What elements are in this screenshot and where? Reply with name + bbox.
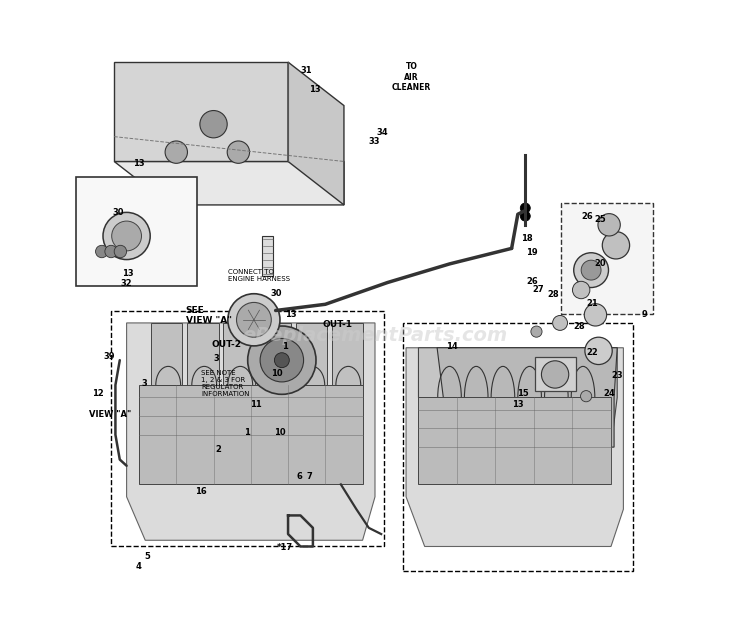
Text: 26: 26 xyxy=(526,277,538,286)
Circle shape xyxy=(112,221,142,251)
Text: 19: 19 xyxy=(526,248,538,256)
Text: 13: 13 xyxy=(122,270,134,278)
Text: 18: 18 xyxy=(521,234,532,243)
Circle shape xyxy=(105,245,117,258)
Bar xyxy=(76,177,196,286)
Text: 9: 9 xyxy=(642,310,648,319)
Text: 22: 22 xyxy=(586,348,598,357)
Circle shape xyxy=(520,211,530,221)
Text: 34: 34 xyxy=(376,129,388,137)
Circle shape xyxy=(584,304,607,326)
Circle shape xyxy=(228,294,280,346)
Polygon shape xyxy=(406,348,623,546)
Text: 4: 4 xyxy=(136,562,142,571)
Text: 28: 28 xyxy=(574,322,585,331)
Text: 16: 16 xyxy=(195,487,207,496)
Text: 10: 10 xyxy=(272,369,283,378)
Circle shape xyxy=(227,141,250,163)
Text: 13: 13 xyxy=(308,85,320,94)
Circle shape xyxy=(165,141,188,163)
Text: 13: 13 xyxy=(285,310,296,319)
Text: SEE
VIEW "A": SEE VIEW "A" xyxy=(185,306,232,325)
Text: 21: 21 xyxy=(586,299,598,308)
Circle shape xyxy=(114,245,127,258)
Text: 3: 3 xyxy=(214,355,219,363)
Polygon shape xyxy=(114,62,288,161)
Bar xyxy=(561,203,653,314)
Text: *17: *17 xyxy=(277,543,293,552)
Circle shape xyxy=(520,203,530,213)
Circle shape xyxy=(553,315,568,330)
Bar xyxy=(262,236,273,276)
Text: 24: 24 xyxy=(604,389,615,398)
Polygon shape xyxy=(188,323,218,385)
Circle shape xyxy=(531,326,542,337)
Polygon shape xyxy=(152,323,182,385)
Text: 15: 15 xyxy=(517,389,528,398)
Circle shape xyxy=(200,111,227,138)
Circle shape xyxy=(585,337,612,365)
Text: VIEW "A": VIEW "A" xyxy=(89,410,131,419)
Circle shape xyxy=(580,391,592,402)
Text: OUT-2: OUT-2 xyxy=(211,340,242,348)
Text: 26: 26 xyxy=(581,212,593,220)
Circle shape xyxy=(103,212,150,260)
Text: 7: 7 xyxy=(307,473,313,481)
Bar xyxy=(536,357,575,391)
Text: 20: 20 xyxy=(595,259,607,268)
Circle shape xyxy=(236,302,272,337)
Polygon shape xyxy=(139,385,362,484)
Text: 2: 2 xyxy=(215,445,221,454)
Polygon shape xyxy=(437,348,617,447)
Text: 13: 13 xyxy=(512,400,523,409)
Text: 27: 27 xyxy=(532,286,544,294)
Text: 33: 33 xyxy=(369,137,380,146)
Text: eReplacementParts.com: eReplacementParts.com xyxy=(242,326,508,345)
Text: 23: 23 xyxy=(611,371,622,379)
Text: 10: 10 xyxy=(274,428,286,437)
Polygon shape xyxy=(260,323,290,385)
Text: 1: 1 xyxy=(282,342,288,351)
Text: 31: 31 xyxy=(301,66,312,75)
Circle shape xyxy=(598,214,620,236)
Text: CONNECT TO
ENGINE HARNESS: CONNECT TO ENGINE HARNESS xyxy=(228,270,290,283)
Circle shape xyxy=(248,326,316,394)
Circle shape xyxy=(542,361,568,388)
Text: 1: 1 xyxy=(244,428,250,437)
Text: 12: 12 xyxy=(92,389,104,398)
Polygon shape xyxy=(419,348,617,447)
Text: 39: 39 xyxy=(104,352,115,361)
Circle shape xyxy=(274,353,290,368)
Text: 25: 25 xyxy=(595,215,607,224)
Text: 6: 6 xyxy=(296,473,302,481)
Polygon shape xyxy=(332,323,362,385)
Circle shape xyxy=(260,338,304,382)
Text: OUT-1: OUT-1 xyxy=(322,320,352,329)
Text: 3: 3 xyxy=(142,379,147,388)
Text: SEE NOTE
1, 2 & 3 FOR
REGULATOR
INFORMATION: SEE NOTE 1, 2 & 3 FOR REGULATOR INFORMAT… xyxy=(201,370,250,397)
Polygon shape xyxy=(419,397,611,484)
Circle shape xyxy=(572,281,590,299)
Text: TO
AIR
CLEANER: TO AIR CLEANER xyxy=(392,62,431,92)
Circle shape xyxy=(581,260,601,280)
Text: 13: 13 xyxy=(133,159,145,168)
Polygon shape xyxy=(288,62,344,205)
Polygon shape xyxy=(114,161,344,205)
Text: 11: 11 xyxy=(250,400,261,409)
Circle shape xyxy=(574,253,608,288)
Text: 32: 32 xyxy=(121,279,132,288)
Polygon shape xyxy=(296,323,326,385)
Circle shape xyxy=(602,232,629,259)
Text: 30: 30 xyxy=(271,289,282,298)
Circle shape xyxy=(95,245,108,258)
Text: 30: 30 xyxy=(112,209,124,217)
Polygon shape xyxy=(127,323,375,540)
Text: 28: 28 xyxy=(547,290,559,299)
Polygon shape xyxy=(224,323,254,385)
Text: 14: 14 xyxy=(446,342,458,351)
Text: 5: 5 xyxy=(144,552,150,561)
